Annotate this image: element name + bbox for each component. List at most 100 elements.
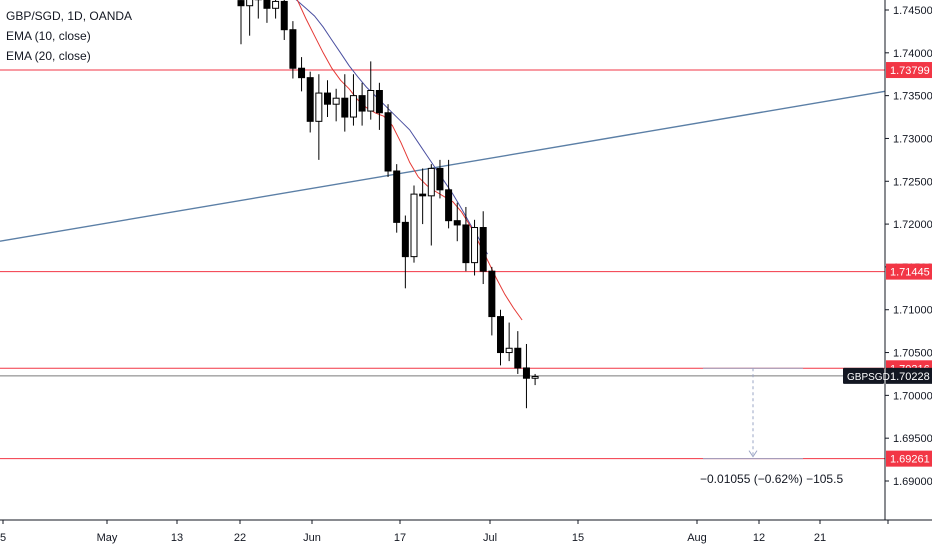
chart-legend: GBP/SGD, 1D, OANDA EMA (10, close) EMA (…	[6, 6, 132, 66]
candle-body	[479, 227, 487, 272]
candle	[505, 322, 513, 362]
candle	[462, 206, 470, 272]
candle-body	[471, 227, 479, 264]
candle-body	[324, 92, 331, 105]
candle	[237, 0, 245, 45]
x-tick-label: 12	[753, 532, 765, 544]
candle-body	[367, 89, 375, 112]
level-price-tag: 1.73799	[886, 62, 932, 79]
candle-body	[384, 112, 392, 172]
candle-body	[237, 0, 245, 7]
trendline	[0, 90, 886, 242]
measure-label: −0.01055 (−0.62%) −105.5	[700, 472, 844, 486]
candle	[419, 168, 427, 225]
candle-body	[375, 89, 383, 114]
candle-body	[341, 97, 349, 118]
candle	[332, 88, 340, 122]
x-tick-label: May	[97, 532, 118, 544]
candle-body	[505, 347, 513, 354]
candle	[401, 215, 409, 289]
last-price-label: 1.70228	[890, 371, 930, 383]
candle-body	[497, 316, 504, 354]
trendline-layer	[0, 90, 886, 242]
candle-body	[315, 92, 323, 122]
price-tag-bg	[886, 62, 932, 79]
candle	[358, 82, 366, 126]
price-tag-label: 1.71445	[890, 267, 930, 279]
candle-body	[393, 170, 401, 223]
y-tick-label: 1.72500	[893, 176, 932, 188]
candle	[479, 211, 487, 285]
candle	[306, 71, 314, 133]
candle	[315, 74, 323, 160]
candle	[280, 0, 288, 40]
candle	[393, 164, 401, 233]
legend-ema-fast: EMA (10, close)	[6, 29, 91, 43]
candle	[349, 74, 357, 126]
y-tick-label: 1.70500	[893, 348, 932, 360]
candle-body	[306, 77, 314, 122]
candle-body	[298, 67, 306, 79]
x-tick-label: 17	[394, 532, 406, 544]
y-tick-label: 1.72000	[893, 219, 932, 231]
candle-body	[436, 167, 444, 191]
measure-arrow-head	[748, 450, 758, 458]
candle-body	[289, 29, 297, 69]
horizontal-levels	[0, 69, 885, 460]
candle-body	[263, 0, 271, 9]
price-tag-label: 1.69261	[890, 454, 930, 466]
y-tick-label: 1.71000	[893, 305, 932, 317]
candle	[341, 74, 349, 132]
y-tick-label: 1.73000	[893, 133, 932, 145]
x-tick-label: 13	[171, 532, 183, 544]
candle	[410, 185, 418, 263]
candle	[375, 82, 383, 130]
candle-body	[419, 193, 427, 197]
x-tick-label: 5	[0, 532, 6, 544]
last-price-tag-bg	[886, 367, 932, 384]
candle	[254, 0, 262, 19]
y-tick-label: 1.74000	[893, 48, 932, 60]
x-tick-label: Jun	[303, 532, 321, 544]
y-tick-label: 1.69000	[893, 476, 932, 488]
candles	[237, 0, 539, 409]
candle-body	[280, 0, 288, 31]
candle-body	[332, 97, 340, 105]
candle	[497, 309, 504, 366]
candle	[427, 164, 435, 246]
x-tick-label: Aug	[687, 532, 707, 544]
candle	[453, 202, 461, 242]
y-tick-label: 1.74500	[893, 5, 932, 17]
measure-tool	[703, 367, 803, 460]
y-tick-label: 1.73500	[893, 91, 932, 103]
symbol-badge-bg	[843, 367, 884, 384]
ema-20-line	[295, 0, 488, 255]
legend-symbol: GBP/SGD, 1D, OANDA	[6, 9, 133, 23]
level-price-tag: 1.71445	[886, 263, 932, 280]
candle-body	[445, 189, 453, 222]
candle	[263, 0, 271, 23]
price-tag-bg	[886, 450, 932, 467]
candle-body	[272, 0, 280, 9]
y-tick-label: 1.69500	[893, 433, 932, 445]
candle	[324, 80, 331, 118]
x-tick-label: 15	[572, 532, 584, 544]
candle	[488, 266, 496, 336]
price-tag-bg	[886, 263, 932, 280]
candle	[445, 159, 453, 229]
candle-body	[401, 221, 409, 258]
candle	[514, 331, 522, 374]
price-tags: 1.737991.714451.703161.692611.70228GBPSG…	[843, 62, 932, 467]
price-tag-label: 1.73799	[890, 65, 930, 77]
x-tick-label: 22	[234, 532, 246, 544]
candle-body	[427, 167, 435, 197]
candle	[531, 373, 539, 386]
candle-body	[410, 193, 418, 258]
candle-body	[246, 0, 254, 7]
candle-body	[488, 270, 496, 318]
candle	[367, 61, 375, 120]
candle	[436, 159, 444, 199]
candle	[298, 57, 306, 92]
